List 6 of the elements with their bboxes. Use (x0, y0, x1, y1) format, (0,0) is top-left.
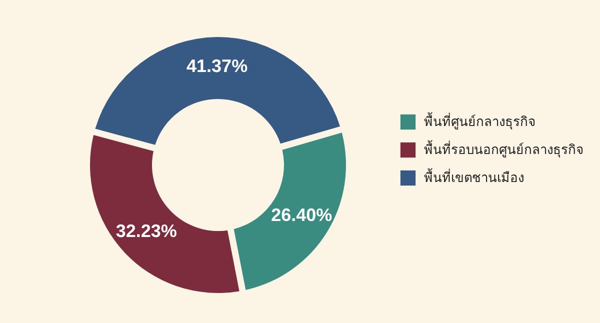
legend-label: พื้นที่รอบนอกศูนย์กลางธุรกิจ (424, 140, 584, 158)
legend-label: พื้นที่ศูนย์กลางธุรกิจ (424, 112, 536, 130)
data-label: 26.40% (271, 205, 332, 226)
data-label: 41.37% (186, 56, 248, 76)
legend-label: พื้นที่เขตชานเมือง (424, 168, 524, 185)
data-label: 32.23% (116, 220, 177, 241)
